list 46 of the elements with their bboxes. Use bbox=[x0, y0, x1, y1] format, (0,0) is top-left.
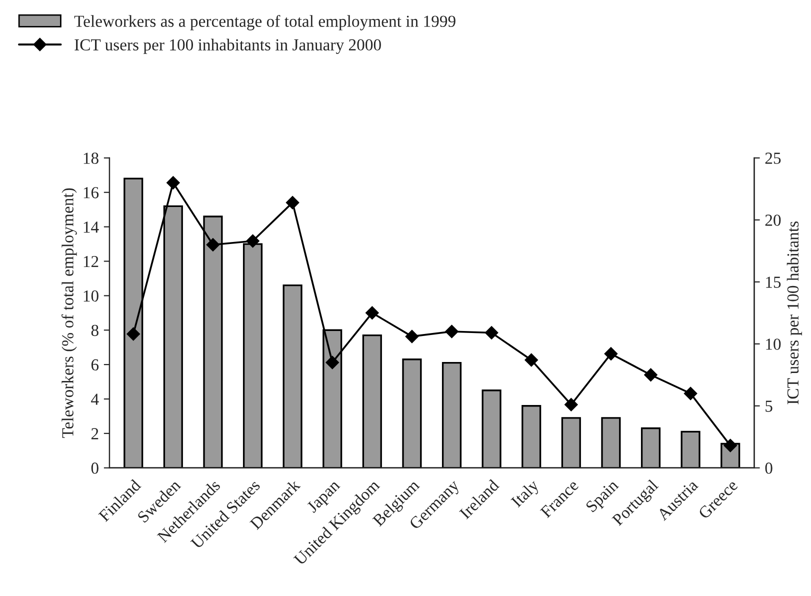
y-tick-label: 6 bbox=[91, 359, 99, 370]
legend-label: Teleworkers as a percentage of total employment in 1999 bbox=[74, 15, 456, 30]
y-tick-label: 10 bbox=[84, 290, 98, 302]
point bbox=[684, 386, 698, 400]
y2-tick-label: 25 bbox=[765, 152, 781, 164]
point bbox=[564, 398, 578, 412]
point bbox=[366, 306, 379, 320]
y2-tick-label: 20 bbox=[765, 214, 781, 226]
point bbox=[644, 368, 658, 382]
point bbox=[445, 324, 458, 338]
bar bbox=[402, 358, 422, 468]
y-tick-label: 0 bbox=[91, 462, 98, 474]
point bbox=[246, 234, 260, 248]
bar bbox=[561, 417, 581, 468]
bar bbox=[442, 362, 462, 468]
bar bbox=[362, 334, 382, 468]
y2-tick-label: 15 bbox=[766, 276, 781, 288]
point bbox=[604, 347, 618, 360]
y-tick-label: 2 bbox=[91, 428, 98, 440]
point bbox=[326, 356, 339, 370]
point bbox=[724, 438, 737, 452]
y-tick-label: 8 bbox=[91, 324, 98, 336]
bar bbox=[680, 430, 700, 468]
y2-axis-title: ICT users per 100 habitants bbox=[786, 222, 802, 404]
y2-tick-label: 10 bbox=[766, 338, 781, 350]
y-tick-label: 4 bbox=[91, 394, 99, 405]
bar bbox=[282, 284, 302, 468]
y-tick-label: 12 bbox=[84, 256, 98, 268]
point bbox=[166, 176, 180, 190]
point bbox=[126, 327, 140, 341]
bar bbox=[601, 417, 621, 468]
point bbox=[286, 196, 300, 210]
y2-tick-label: 5 bbox=[766, 400, 772, 412]
point bbox=[206, 238, 220, 252]
y-tick-label: 18 bbox=[84, 152, 98, 164]
bar bbox=[522, 405, 542, 468]
point bbox=[524, 353, 538, 367]
legend-label: ICT users per 100 inhabitants in January 2000 bbox=[74, 38, 381, 54]
y2-tick-label: 0 bbox=[765, 462, 772, 474]
y-tick-label: 16 bbox=[84, 187, 99, 198]
bar bbox=[640, 427, 661, 468]
bar bbox=[482, 390, 502, 468]
y-tick-label: 14 bbox=[84, 222, 99, 233]
y-axis-title: Teleworkers (% of total employment) bbox=[62, 188, 77, 438]
point bbox=[484, 326, 498, 340]
point bbox=[405, 330, 419, 344]
